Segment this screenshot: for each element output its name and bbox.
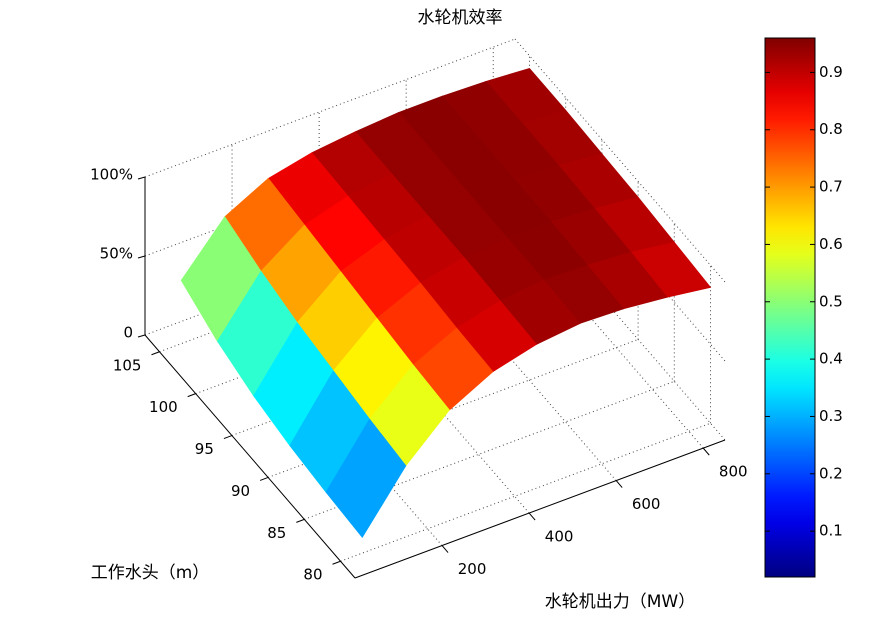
y-tick [223, 435, 233, 440]
colorbar-tick-label: 0.1 [819, 522, 843, 540]
chart-title: 水轮机效率 [418, 8, 503, 28]
x-tick-label: 600 [632, 495, 661, 513]
colorbar-tick-label: 0.9 [819, 63, 843, 81]
grid-line [514, 38, 726, 283]
colorbar-tick-label: 0.5 [819, 292, 843, 310]
grid-line [492, 204, 704, 449]
y-tick-label: 85 [267, 524, 286, 542]
y-tick [259, 476, 269, 481]
x-tick [615, 480, 623, 488]
y-axis [144, 334, 356, 579]
y-tick [296, 518, 305, 523]
grid-line [514, 196, 726, 441]
x-tick-label: 800 [719, 463, 748, 481]
y-tick [187, 393, 196, 398]
y-tick-label: 105 [113, 356, 142, 374]
x-tick [441, 545, 449, 553]
x-tick [702, 447, 710, 456]
x-tick-label: 400 [545, 528, 574, 546]
z-tick [137, 334, 146, 338]
y-tick [151, 351, 160, 356]
colorbar-tick-label: 0.8 [819, 120, 843, 138]
y-tick [332, 560, 341, 565]
y-tick-label: 95 [195, 440, 214, 458]
colorbar-tick-label: 0.3 [819, 407, 843, 425]
y-tick-label: 90 [231, 482, 250, 500]
z-tick-label: 100% [90, 166, 133, 184]
z-tick-label: 0 [123, 324, 133, 342]
y-axis-label: 工作水头（m） [91, 563, 210, 583]
x-axis [354, 439, 726, 579]
colorbar-tick-label: 0.7 [819, 178, 843, 196]
x-tick [528, 512, 536, 521]
z-tick [137, 176, 146, 180]
z-tick-label: 50% [100, 245, 133, 263]
colorbar-tick-label: 0.2 [819, 464, 843, 482]
colorbar-tick-label: 0.6 [819, 235, 843, 253]
x-axis-label: 水轮机出力（MW） [545, 592, 695, 612]
colorbar-tick-label: 0.4 [819, 350, 843, 368]
y-tick-label: 100 [149, 398, 178, 416]
z-tick [137, 255, 146, 259]
colorbar [764, 37, 816, 578]
y-tick-label: 80 [303, 566, 322, 584]
x-tick-label: 200 [458, 560, 487, 578]
surface-patch [325, 418, 407, 539]
